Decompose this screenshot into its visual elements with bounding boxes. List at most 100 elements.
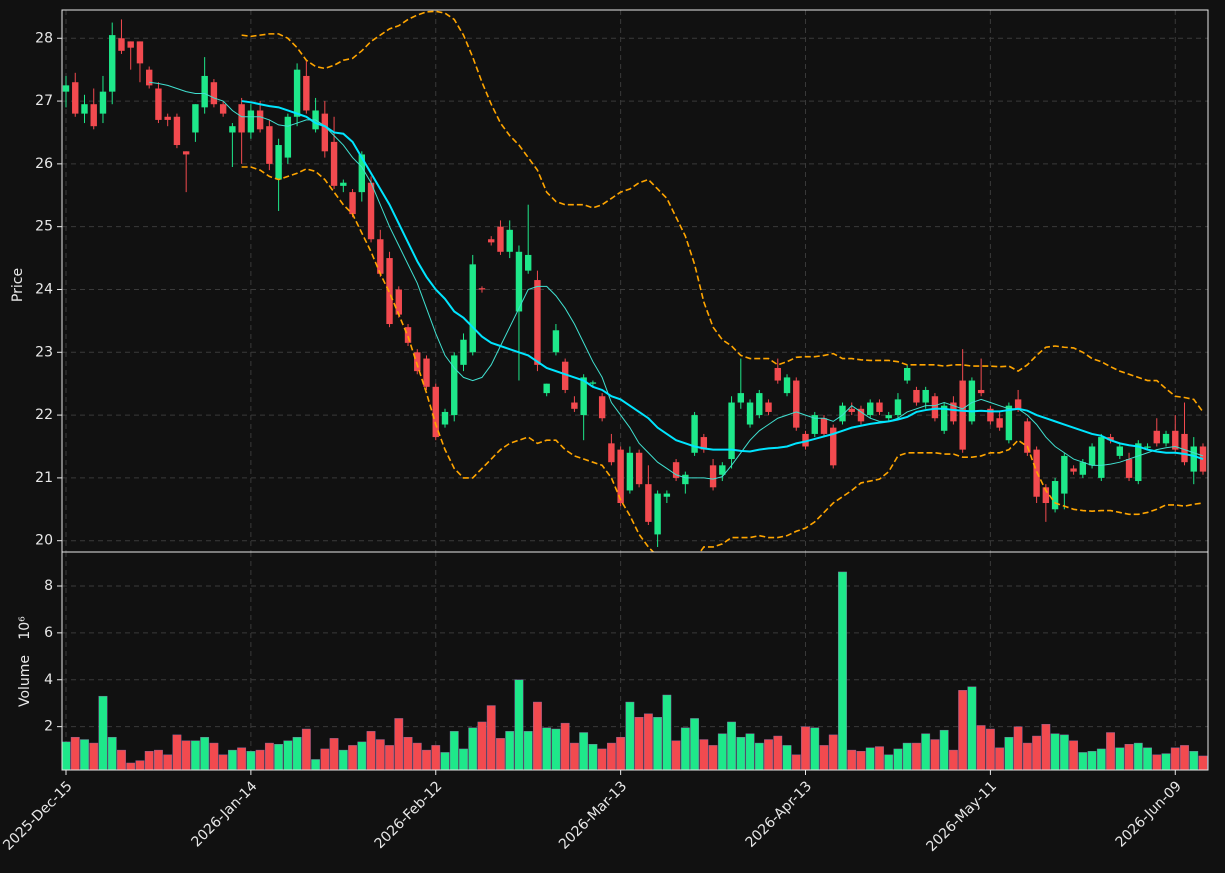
volume-bar bbox=[976, 725, 986, 770]
candle-body bbox=[1144, 446, 1151, 448]
volume-bar bbox=[819, 745, 829, 770]
candle-body bbox=[1153, 430, 1160, 444]
candle-body bbox=[127, 41, 134, 48]
candle-body bbox=[1014, 399, 1022, 409]
volume-bar bbox=[699, 739, 709, 770]
candle-body bbox=[1135, 443, 1142, 482]
volume-bar bbox=[717, 733, 727, 770]
candle-body bbox=[571, 402, 578, 409]
candle-body bbox=[460, 339, 467, 365]
candle-body bbox=[1098, 437, 1105, 478]
candle-body bbox=[700, 437, 708, 450]
volume-bar bbox=[200, 736, 210, 770]
volume-bar bbox=[865, 747, 875, 770]
candle-body bbox=[737, 393, 745, 403]
candle-body bbox=[1005, 405, 1013, 441]
candle-body bbox=[395, 289, 402, 315]
volume-bar bbox=[551, 728, 561, 770]
candle-body bbox=[90, 104, 97, 127]
volume-bar bbox=[135, 760, 145, 770]
volume-axis-label: Volume bbox=[17, 655, 33, 707]
volume-bar bbox=[616, 736, 626, 770]
candle-body bbox=[182, 151, 190, 155]
volume-bar bbox=[357, 741, 367, 770]
volume-bar bbox=[1041, 724, 1051, 770]
candle-body bbox=[81, 104, 88, 114]
candle-body bbox=[349, 192, 356, 215]
candle-body bbox=[709, 465, 717, 488]
candle-body bbox=[256, 110, 264, 130]
volume-bar bbox=[1133, 742, 1143, 770]
volume-bar bbox=[89, 742, 99, 770]
candle-body bbox=[1024, 421, 1031, 453]
volume-bar bbox=[1124, 744, 1134, 770]
candle-body bbox=[598, 396, 606, 419]
candle-body bbox=[1061, 455, 1068, 494]
volume-bar bbox=[643, 713, 653, 770]
volume-bar bbox=[477, 721, 487, 770]
volume-bar bbox=[690, 718, 699, 770]
volume-exponent-label: 10⁶ bbox=[17, 616, 33, 640]
volume-bar bbox=[523, 731, 533, 770]
candle-body bbox=[488, 239, 495, 243]
candle-body bbox=[136, 41, 144, 64]
volume-bar bbox=[745, 733, 755, 770]
volume-bar bbox=[98, 695, 108, 770]
candle-body bbox=[950, 402, 957, 422]
volume-bar bbox=[431, 745, 441, 770]
volume-bar bbox=[1069, 740, 1078, 770]
volume-bar bbox=[301, 728, 311, 770]
candle-body bbox=[414, 352, 421, 372]
volume-bar bbox=[930, 739, 940, 770]
candle-body bbox=[340, 182, 347, 186]
volume-bar bbox=[579, 732, 589, 770]
candle-body bbox=[1181, 433, 1188, 463]
candle-body bbox=[774, 367, 781, 381]
volume-bar bbox=[449, 731, 459, 770]
candle-body bbox=[451, 355, 458, 416]
volume-bar bbox=[366, 731, 376, 770]
candle-body bbox=[811, 415, 818, 434]
candle-body bbox=[691, 415, 698, 453]
volume-bar bbox=[782, 745, 792, 770]
volume-bar bbox=[1096, 748, 1106, 770]
volume-bar bbox=[144, 751, 154, 770]
candle-body bbox=[765, 402, 772, 412]
candle-body bbox=[746, 402, 754, 425]
volume-bar bbox=[1032, 735, 1042, 770]
volume-bar bbox=[1106, 732, 1115, 770]
volume-bar bbox=[1189, 751, 1199, 770]
volume-bar bbox=[255, 749, 265, 770]
volume-bar bbox=[1152, 754, 1162, 770]
volume-bar bbox=[70, 736, 80, 770]
candle-body bbox=[885, 415, 892, 419]
volume-bar bbox=[893, 748, 903, 770]
candle-body bbox=[534, 280, 541, 365]
price-tick-label: 28 bbox=[35, 30, 53, 46]
volume-bar bbox=[514, 679, 524, 770]
candle-body bbox=[940, 405, 948, 431]
price-tick-label: 26 bbox=[35, 156, 53, 172]
candle-body bbox=[145, 69, 153, 86]
volume-bar bbox=[80, 739, 89, 770]
volume-tick-label: 4 bbox=[44, 672, 53, 688]
candle-body bbox=[358, 154, 366, 193]
candle-body bbox=[793, 380, 800, 428]
volume-bar bbox=[856, 751, 866, 770]
price-tick-label: 27 bbox=[35, 93, 53, 109]
volume-bar bbox=[412, 742, 422, 770]
volume-bar bbox=[422, 749, 431, 770]
price-tick-label: 24 bbox=[35, 281, 53, 297]
candle-body bbox=[266, 126, 273, 164]
volume-bar bbox=[154, 749, 163, 770]
volume-tick-label: 6 bbox=[44, 625, 53, 641]
volume-bar bbox=[1115, 747, 1125, 770]
candle-body bbox=[903, 367, 911, 381]
volume-bar bbox=[237, 747, 247, 770]
volume-bar bbox=[1170, 747, 1180, 770]
candle-body bbox=[728, 402, 735, 460]
candle-body bbox=[377, 239, 384, 274]
candle-body bbox=[284, 116, 292, 158]
candle-body bbox=[719, 465, 726, 475]
